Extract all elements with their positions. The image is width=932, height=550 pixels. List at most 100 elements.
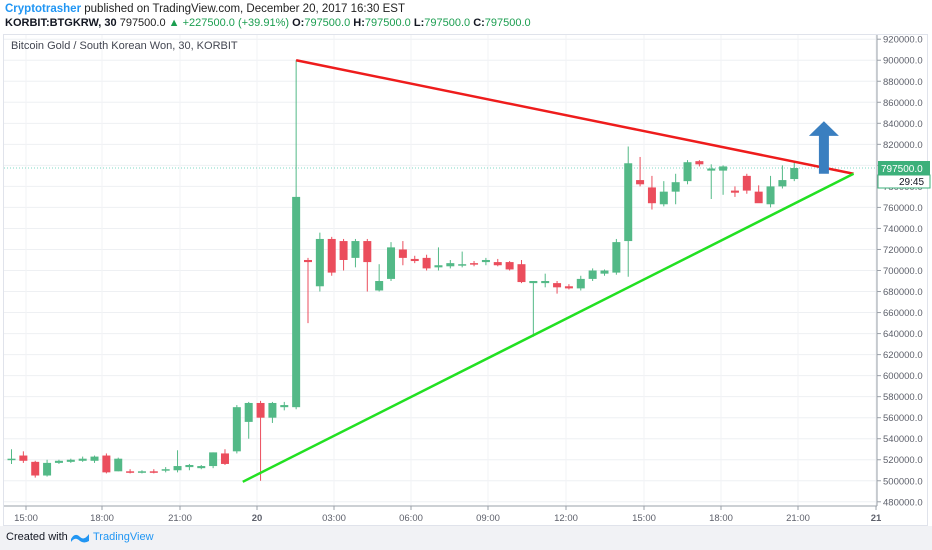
y-tick-label: 860000.0 bbox=[883, 98, 923, 109]
candle-body bbox=[588, 270, 597, 279]
high-label: H: bbox=[353, 17, 365, 29]
x-tick-label: 15:00 bbox=[632, 513, 656, 524]
candle-body bbox=[19, 455, 28, 461]
candle-body bbox=[446, 263, 455, 267]
y-tick-label: 680000.0 bbox=[883, 287, 923, 298]
candle-body bbox=[553, 283, 562, 288]
chart-title: Bitcoin Gold / South Korean Won, 30, KOR… bbox=[11, 40, 238, 52]
candle-body bbox=[102, 455, 111, 473]
x-tick-label: 03:00 bbox=[322, 513, 346, 524]
publish-line: Cryptotrasher published on TradingView.c… bbox=[5, 3, 405, 15]
candle-body bbox=[434, 265, 443, 268]
candle-body bbox=[612, 242, 621, 273]
y-tick-label: 640000.0 bbox=[883, 329, 923, 340]
candle-body bbox=[398, 249, 407, 258]
y-tick-label: 500000.0 bbox=[883, 476, 923, 487]
candle-body bbox=[647, 187, 656, 204]
x-tick-label: 18:00 bbox=[90, 513, 114, 524]
candle-body bbox=[244, 402, 253, 422]
candle-body bbox=[493, 262, 502, 266]
candle-body bbox=[387, 247, 396, 279]
x-tick-label: 09:00 bbox=[476, 513, 500, 524]
candle-body bbox=[695, 161, 704, 165]
support-trendline bbox=[242, 172, 855, 483]
candle-body bbox=[304, 259, 312, 263]
x-tick-label: 12:00 bbox=[554, 513, 578, 524]
candle-body bbox=[78, 458, 87, 461]
candle-body bbox=[363, 241, 372, 263]
candle-body bbox=[31, 461, 40, 476]
x-tick-label: 15:00 bbox=[14, 513, 38, 524]
y-tick-label: 560000.0 bbox=[883, 413, 923, 424]
candle-body bbox=[719, 166, 728, 171]
close-value: 797500.0 bbox=[484, 17, 531, 29]
candle-body bbox=[564, 286, 573, 289]
created-with-label: Created with bbox=[6, 531, 68, 543]
last-price: 797500.0 bbox=[119, 17, 166, 29]
low-label: L: bbox=[413, 17, 425, 29]
author-link[interactable]: Cryptotrasher bbox=[5, 3, 82, 15]
candle-body bbox=[114, 458, 123, 472]
candle-body bbox=[422, 257, 431, 269]
tradingview-logo-icon[interactable] bbox=[70, 530, 90, 544]
candle-body bbox=[481, 259, 490, 263]
candle-body bbox=[517, 264, 526, 283]
y-tick-label: 700000.0 bbox=[883, 266, 923, 277]
tradingview-brand-link[interactable]: TradingView bbox=[93, 531, 154, 543]
high-value: 797500.0 bbox=[364, 17, 411, 29]
open-label: O: bbox=[292, 17, 305, 29]
candle-body bbox=[161, 469, 170, 471]
y-tick-label: 740000.0 bbox=[883, 224, 923, 235]
candle-body bbox=[636, 180, 645, 185]
y-tick-label: 900000.0 bbox=[883, 56, 923, 67]
candle-body bbox=[410, 258, 419, 262]
published-text: published on TradingView.com, December 2… bbox=[84, 3, 405, 15]
candle-body bbox=[327, 238, 336, 273]
candle-body bbox=[197, 466, 206, 469]
candle-body bbox=[505, 262, 514, 270]
candle-body bbox=[600, 270, 609, 274]
y-tick-label: 620000.0 bbox=[883, 350, 923, 361]
chart-frame bbox=[3, 34, 928, 526]
close-label: C: bbox=[473, 17, 485, 29]
candlestick-chart[interactable]: 480000.0 500000.0 520000.0 540000.0 560000.0… bbox=[0, 0, 932, 526]
x-tick-label: 06:00 bbox=[399, 513, 423, 524]
up-arrow-icon: ▲ bbox=[168, 17, 180, 29]
last-price-tag bbox=[878, 160, 930, 175]
candle-body bbox=[730, 190, 739, 193]
candle-body bbox=[54, 460, 63, 463]
candle-body bbox=[659, 191, 668, 205]
countdown-tag bbox=[877, 174, 931, 189]
candle-body bbox=[90, 456, 99, 461]
candle-body bbox=[541, 281, 550, 284]
x-tick-label: 21:00 bbox=[168, 513, 192, 524]
candle-body bbox=[256, 402, 265, 418]
countdown-label: 29:45 bbox=[899, 177, 924, 188]
resistance-trendline bbox=[295, 59, 854, 176]
y-tick-label: 660000.0 bbox=[883, 308, 923, 319]
y-tick-label: 520000.0 bbox=[883, 455, 923, 466]
candle-body bbox=[470, 263, 479, 265]
candle-body bbox=[624, 163, 633, 242]
candle-body bbox=[339, 241, 348, 260]
candle-body bbox=[232, 407, 241, 452]
candle-body bbox=[576, 278, 585, 289]
candle-body bbox=[43, 462, 52, 476]
symbol-label: KORBIT:BTGKRW, 30 bbox=[5, 17, 117, 29]
y-tick-label: 820000.0 bbox=[883, 140, 923, 151]
candle-body bbox=[778, 180, 787, 187]
candle-body bbox=[707, 168, 716, 171]
last-price-tag-label: 797500.0 bbox=[881, 164, 923, 175]
candle-body bbox=[683, 162, 692, 182]
low-value: 797500.0 bbox=[424, 17, 471, 29]
x-tick-label: 21:00 bbox=[786, 513, 810, 524]
candle-body bbox=[185, 464, 194, 468]
candle-body bbox=[137, 471, 146, 473]
candle-body bbox=[209, 452, 218, 467]
candle-body bbox=[529, 281, 538, 284]
y-tick-label: 580000.0 bbox=[883, 392, 923, 403]
up-arrow-icon bbox=[808, 121, 839, 174]
candle-body bbox=[280, 405, 289, 408]
y-tick-label: 480000.0 bbox=[883, 497, 923, 508]
candle-body bbox=[458, 264, 467, 266]
